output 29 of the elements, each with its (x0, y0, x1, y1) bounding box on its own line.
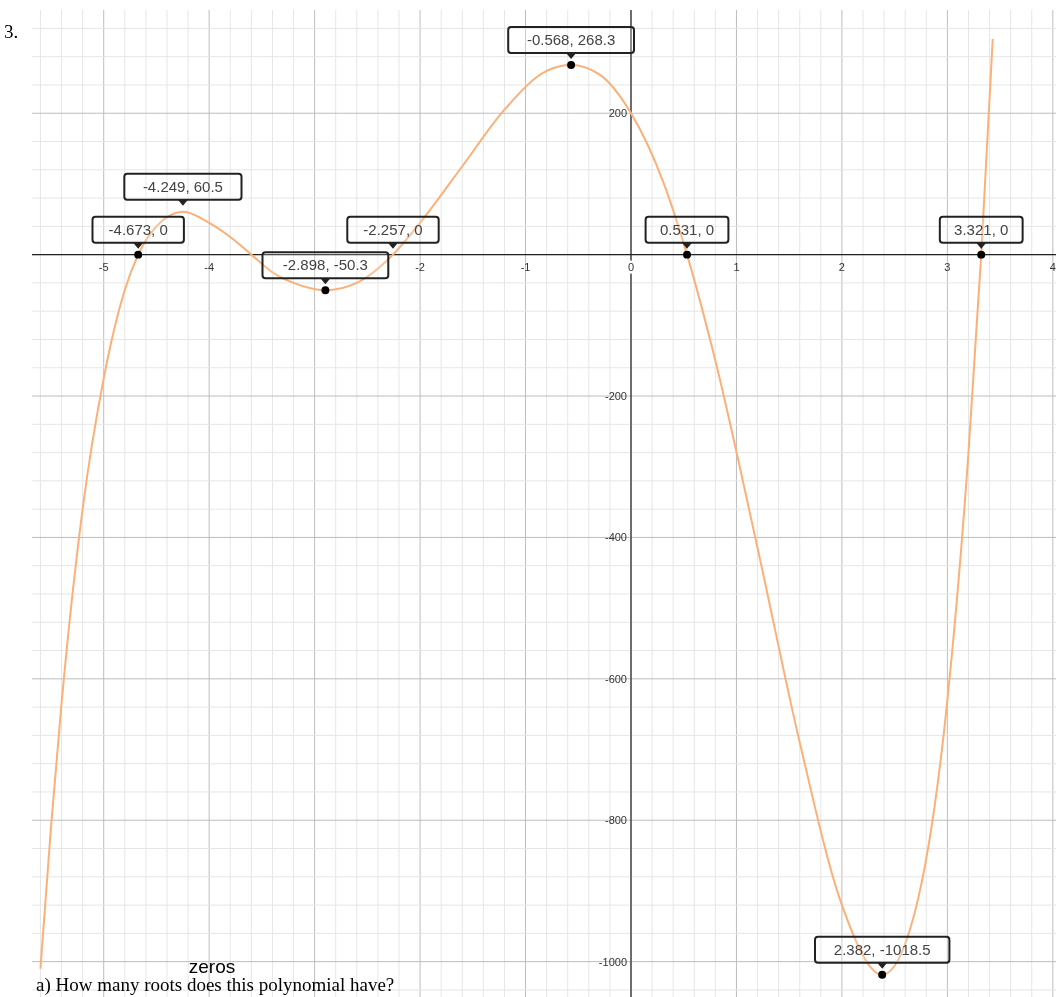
y-tick-label: -800 (604, 814, 627, 827)
y-tick-label: -200 (604, 390, 627, 403)
annotation: -2.257, 0 (363, 220, 423, 238)
x-tick-label: 3 (944, 260, 951, 273)
x-tick-label: -2 (415, 260, 425, 273)
text: 3. (4, 21, 19, 42)
annotation: -4.249, 60.5 (142, 177, 223, 195)
annotation: a) How many roots does this polynomial have? (36, 974, 395, 996)
x-tick-label: -1 (520, 260, 531, 273)
x-tick-label: 4 (1049, 260, 1056, 273)
annotation: -4.673, 0 (108, 220, 168, 238)
y-tick-label: -600 (604, 672, 627, 685)
y-tick-label: -1000 (598, 955, 627, 968)
x-tick-label: -5 (98, 260, 109, 273)
annotation: -0.568, 268.3 (526, 30, 616, 48)
point (683, 250, 691, 259)
y-tick-label: -400 (604, 531, 627, 544)
annotation: -2.898, -50.3 (282, 256, 368, 274)
x-tick-label: -4 (204, 260, 215, 273)
point (878, 970, 887, 979)
point (977, 250, 986, 259)
x-tick-label: 0 (627, 260, 635, 273)
point (321, 286, 330, 295)
y-tick-label: 200 (608, 107, 627, 120)
x-tick-label: 2 (838, 260, 845, 273)
point (567, 60, 576, 69)
x-tick-label: 1 (733, 260, 740, 273)
point (134, 250, 143, 259)
annotation: zeros (188, 956, 236, 977)
